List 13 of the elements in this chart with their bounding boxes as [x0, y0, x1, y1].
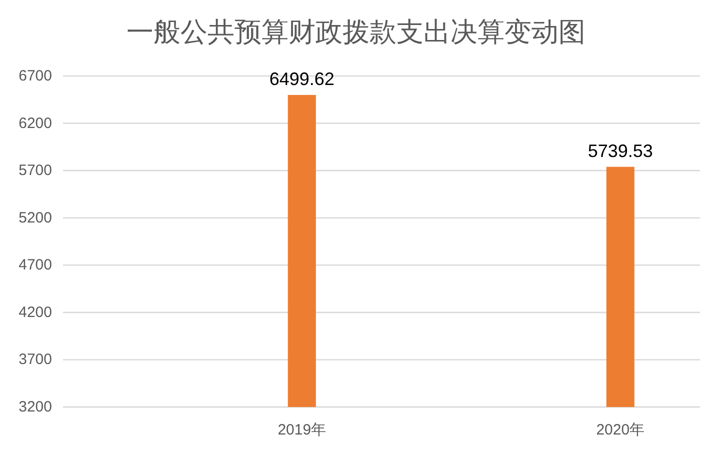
title: 一般公共预算财政拨款支出决算变动图 — [126, 17, 586, 47]
data-label: 6499.62 — [269, 68, 334, 89]
data-label: 5739.53 — [588, 140, 653, 161]
ytick-label: 3700 — [18, 351, 52, 368]
ytick-label: 3200 — [18, 398, 52, 416]
ytick-label: 5200 — [18, 209, 52, 226]
ytick-label: 4200 — [18, 304, 52, 321]
ytick-label: 5700 — [18, 162, 52, 180]
ytick-label: 4700 — [18, 256, 52, 274]
xtick-label: 2019年 — [278, 422, 326, 438]
xtick-label: 2020年 — [596, 422, 645, 438]
ytick-label: 6700 — [18, 68, 52, 84]
ytick-label: 6200 — [18, 114, 52, 132]
